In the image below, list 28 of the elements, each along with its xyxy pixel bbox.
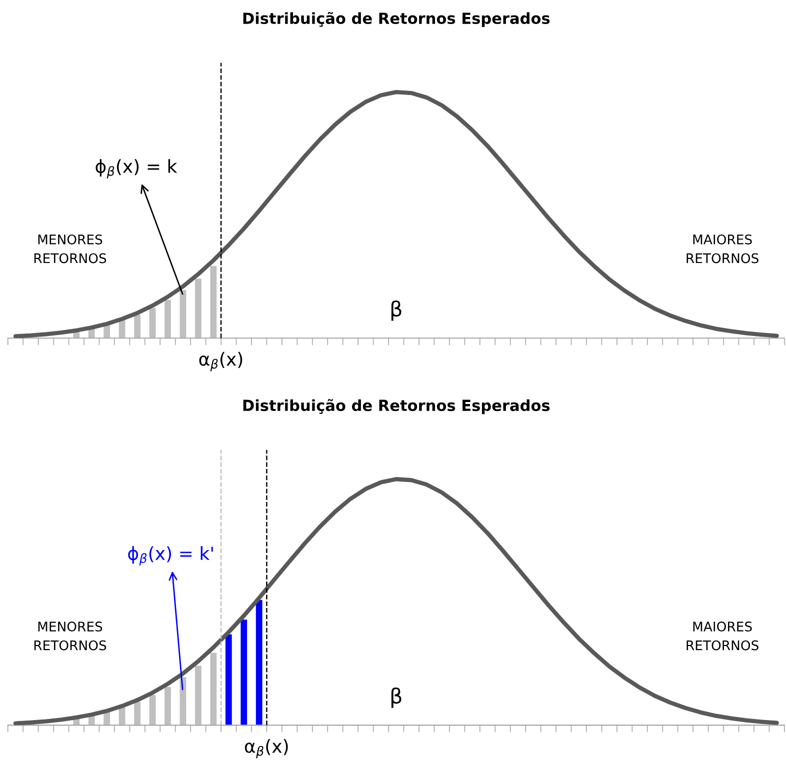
bar	[210, 266, 217, 338]
text: α$_{β}$(x)	[244, 738, 288, 758]
bar	[164, 300, 171, 338]
bar	[118, 707, 126, 726]
annotation: MENORES RETORNOS	[34, 234, 106, 264]
bar	[134, 702, 140, 726]
annotation: MAIORES RETORNOS	[686, 622, 758, 650]
bar	[210, 652, 217, 726]
bar	[134, 314, 140, 338]
bar	[180, 290, 186, 338]
bar	[118, 320, 126, 338]
chart-title: Distribuição de Retornos Esperados	[243, 12, 550, 28]
annotation: ϕ$_{β}$(x) = k'	[128, 546, 213, 566]
text: α$_{β}$(x)	[199, 352, 242, 372]
bar	[195, 666, 202, 726]
annotation: MENORES RETORNOS	[34, 622, 106, 650]
bar	[256, 600, 262, 726]
annotation: β	[391, 688, 402, 708]
bar	[149, 695, 156, 726]
bar	[195, 278, 202, 338]
bar	[164, 686, 171, 726]
bar	[240, 620, 248, 726]
bar	[149, 308, 156, 338]
annotation: ϕ$_{β}$(x) = k	[96, 159, 178, 178]
annotation: MAIORES RETORNOS	[686, 234, 758, 264]
chart-title: Distribuição de Retornos Esperados	[243, 399, 550, 414]
annotation: β	[391, 300, 402, 321]
bar	[225, 634, 232, 726]
